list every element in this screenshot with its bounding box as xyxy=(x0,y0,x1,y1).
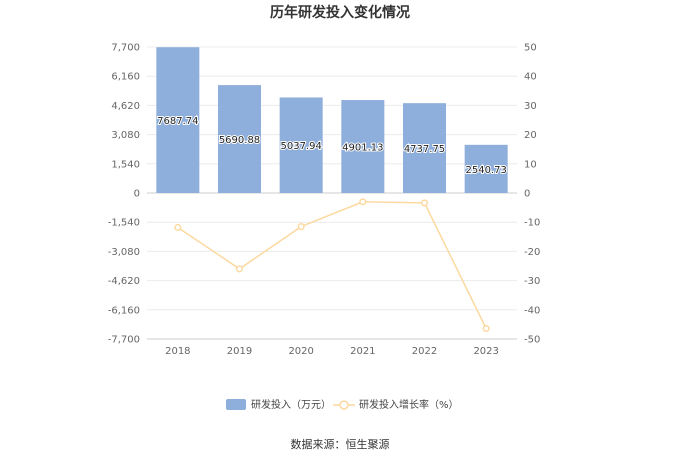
bar-data-label-2021: 4901.13 xyxy=(342,143,383,154)
growth-rate-point-2021 xyxy=(359,198,367,206)
left-tick-label-5: 0 xyxy=(134,189,140,200)
right-tick-label-10: -50 xyxy=(524,335,540,346)
bar-data-label-2023: 2540.73 xyxy=(465,165,506,176)
right-tick-label-1: 40 xyxy=(524,72,537,83)
bar-data-label-2020: 5037.94 xyxy=(280,141,321,152)
line-series xyxy=(174,198,490,333)
growth-rate-point-2019 xyxy=(235,265,244,273)
bar-data-labels: 7687.74 5690.88 5037.94 4901.13 4737.75 2540.… xyxy=(156,115,508,177)
bar-2019 xyxy=(218,85,261,193)
chart-title: 历年研发投入变化情况 xyxy=(270,4,410,21)
legend-swatch-bar xyxy=(226,399,246,410)
right-tick-label-5: 0 xyxy=(524,189,530,200)
legend: 研发投入（万元） 研发投入增长率（%） xyxy=(226,398,459,411)
bar-2021 xyxy=(341,100,385,193)
left-tick-label-6: -1,540 xyxy=(108,218,140,229)
right-tick-label-3: 20 xyxy=(524,130,537,141)
bar-data-label-2022: 4737.75 xyxy=(404,144,445,155)
left-tick-label-3: 3,080 xyxy=(111,130,140,141)
left-tick-label-2: 4,620 xyxy=(111,101,140,112)
right-tick-label-6: -10 xyxy=(524,218,540,229)
growth-rate-point-2020 xyxy=(297,223,305,231)
right-tick-label-8: -30 xyxy=(524,276,540,287)
x-axis: 2018 2019 2020 2021 2022 2023 xyxy=(147,338,517,357)
bar-data-label-2019: 5690.88 xyxy=(219,135,260,146)
x-tick-label-2020: 2020 xyxy=(288,346,313,357)
left-tick-label-4: 1,540 xyxy=(111,159,140,170)
right-tick-label-7: -20 xyxy=(524,247,540,258)
left-tick-label-1: 6,160 xyxy=(111,72,140,83)
right-y-axis: 50 40 30 20 10 0 -10 -20 -30 -40 -50 xyxy=(524,43,540,346)
left-tick-label-7: -3,080 xyxy=(108,247,140,258)
source-note: 数据来源：恒生聚源 xyxy=(291,437,390,451)
x-tick-label-2022: 2022 xyxy=(412,346,437,357)
x-tick-label-2019: 2019 xyxy=(227,346,252,357)
right-tick-label-4: 10 xyxy=(524,159,537,170)
bar-2020 xyxy=(279,97,323,193)
left-tick-label-8: -4,620 xyxy=(108,276,140,287)
x-tick-label-2021: 2021 xyxy=(350,346,375,357)
right-tick-label-0: 50 xyxy=(524,43,537,54)
growth-rate-point-2022 xyxy=(420,199,429,207)
bar-series xyxy=(156,47,508,193)
grid-lines xyxy=(147,46,517,340)
x-tick-label-2018: 2018 xyxy=(165,346,190,357)
left-tick-label-10: -7,700 xyxy=(108,335,140,346)
legend-label-bar: 研发投入（万元） xyxy=(251,398,331,411)
left-tick-label-9: -6,160 xyxy=(108,305,140,316)
left-y-axis: 7,700 6,160 4,620 3,080 1,540 0 -1,540 -3,080 -4… xyxy=(108,43,140,346)
bar-2023 xyxy=(464,144,508,193)
legend-label-line: 研发投入增长率（%） xyxy=(359,398,459,411)
bar-2022 xyxy=(403,103,446,193)
growth-rate-point-2023 xyxy=(482,324,490,333)
growth-rate-line xyxy=(177,201,487,329)
bar-data-label-2018: 7687.74 xyxy=(157,116,198,127)
x-tick-label-2023: 2023 xyxy=(473,346,498,357)
growth-rate-point-2018 xyxy=(174,223,182,232)
legend-marker-line xyxy=(339,400,349,410)
bar-2018 xyxy=(156,47,200,193)
right-tick-label-2: 30 xyxy=(524,101,537,112)
right-tick-label-9: -40 xyxy=(524,305,540,316)
left-tick-label-0: 7,700 xyxy=(111,43,140,54)
